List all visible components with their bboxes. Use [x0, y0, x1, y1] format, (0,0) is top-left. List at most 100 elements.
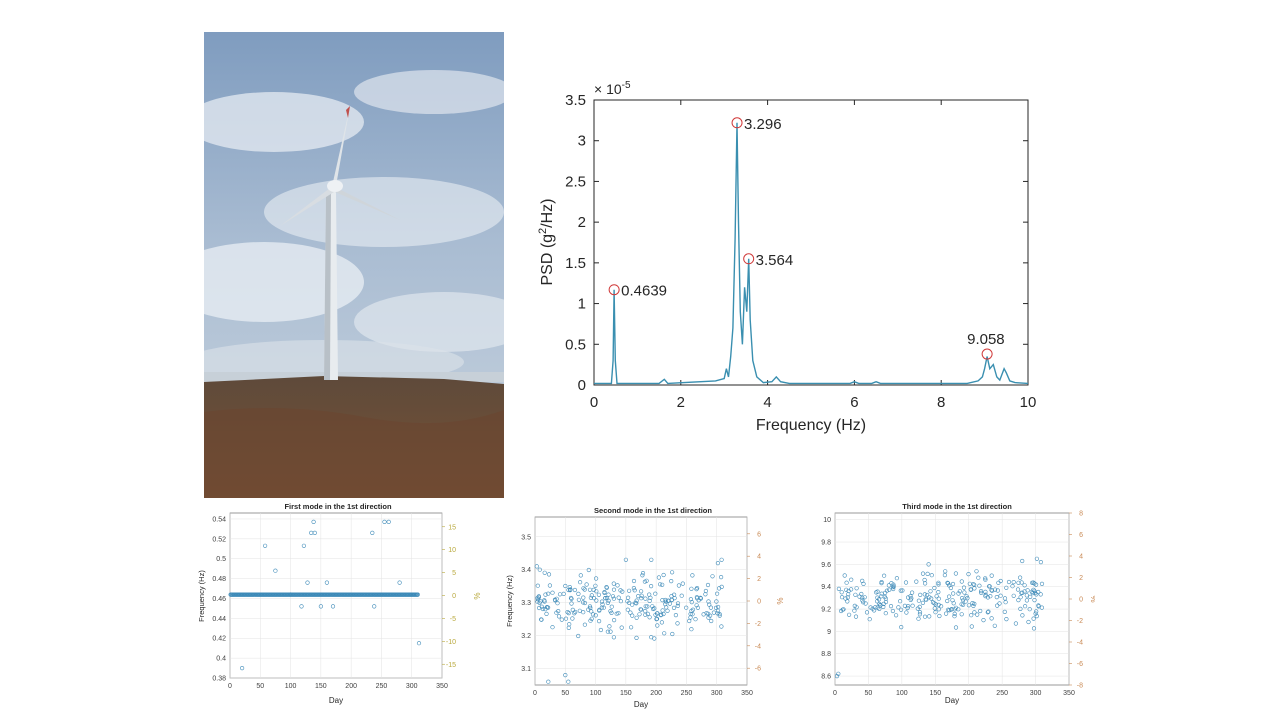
mode2-point: [569, 596, 574, 601]
mode2-point: [671, 605, 677, 610]
mode3-point: [972, 582, 977, 587]
mode3-point: [849, 577, 854, 582]
mode2-point: [719, 624, 724, 629]
mode2-y2-tick-label: -2: [755, 621, 761, 628]
mode2-point: [639, 596, 644, 601]
mode1-y-tick-label: 0.44: [212, 616, 226, 623]
mode3-point: [875, 589, 880, 594]
mode2-point: [630, 602, 635, 607]
mode3-point: [1034, 609, 1039, 614]
psd-peak-label: 3.564: [756, 252, 794, 269]
mode2-point: [588, 595, 593, 600]
mode3-point: [978, 608, 983, 614]
mode3-point: [875, 605, 880, 610]
mode3-point: [1034, 582, 1039, 587]
mode3-point: [1019, 580, 1024, 585]
psd-x-axis-label: Frequency (Hz): [756, 417, 866, 434]
mode3-point: [925, 571, 930, 576]
mode3-point: [926, 562, 931, 567]
mode3-point: [1027, 607, 1032, 612]
psd-x-ticks: 0 2 4 6 8 10: [590, 100, 1036, 411]
mode3-point: [881, 573, 887, 578]
mode3-point: [981, 617, 986, 623]
mode2-y2-tick-label: 6: [757, 531, 761, 538]
mode1-y-tick-label: 0.48: [212, 576, 226, 583]
mode2-point: [589, 593, 594, 598]
mode2-point: [570, 616, 575, 621]
mode3-point: [920, 571, 926, 576]
mode2-point: [586, 607, 591, 612]
mode3-point: [853, 592, 858, 597]
mode3-point: [1023, 604, 1028, 609]
psd-x-tick-label: 4: [763, 394, 771, 411]
mode3-point: [977, 583, 982, 588]
mode3-y-tick-label: 9.2: [821, 607, 831, 614]
mode3-point: [959, 579, 964, 584]
psd-peak-marker: [608, 284, 620, 296]
mode2-point: [648, 595, 653, 600]
mode2-point: [631, 578, 637, 584]
mode3-point: [1033, 611, 1038, 616]
mode2-point: [593, 613, 598, 618]
psd-peak-marker: [731, 117, 743, 129]
psd-y-tick-label: 2.5: [565, 173, 586, 190]
mode2-point: [650, 604, 655, 609]
mode3-point: [862, 595, 867, 600]
mode2-point: [627, 588, 632, 593]
mode2-point: [577, 580, 583, 585]
psd-plot-area: [593, 99, 1029, 386]
mode1-y2-tick-label: -15: [446, 662, 456, 669]
mode3-point: [838, 608, 844, 614]
mode2-point: [536, 595, 542, 600]
mode1-point: [324, 580, 329, 585]
mode3-point: [1026, 619, 1031, 625]
mode3-point: [989, 573, 994, 578]
psd-y-axis-label: PSD (g2/Hz): [537, 198, 556, 285]
mode3-point: [844, 580, 849, 585]
mode3-point: [898, 588, 903, 593]
mode3-point: [860, 578, 865, 583]
mode1-point: [239, 666, 245, 671]
mode2-point: [690, 573, 695, 578]
mode3-x-tick-label: 250: [996, 690, 1008, 697]
mode1-point: [416, 641, 422, 646]
mode3-point: [891, 586, 896, 592]
mode3-point: [936, 607, 941, 612]
mode2-point: [625, 607, 630, 612]
mode2-point: [565, 609, 570, 615]
mode3-point: [1010, 584, 1015, 589]
mode2-point: [616, 611, 621, 616]
mode3-point: [834, 674, 840, 679]
mode2-point: [626, 595, 631, 600]
mode3-point: [854, 586, 859, 591]
mode3-point: [959, 602, 964, 607]
mode3-point: [987, 584, 992, 589]
psd-y-label-sup: 2: [537, 228, 549, 234]
mode3-point: [839, 590, 844, 595]
mode1-point: [288, 592, 293, 597]
mode3-point: [950, 598, 955, 603]
mode1-title: First mode in the 1st direction: [284, 502, 392, 511]
mode2-point: [660, 608, 665, 613]
mode2-point: [600, 602, 605, 607]
mode2-point: [628, 610, 633, 615]
mode2-y2-tick-label: 0: [757, 599, 761, 606]
mode2-x-tick-label: 50: [561, 690, 569, 697]
mode3-point: [929, 596, 934, 601]
psd-scale-prefix: × 10: [594, 81, 622, 97]
mode2-point: [611, 596, 616, 601]
mode2-point: [704, 611, 709, 616]
mode1-x-tick-label: 350: [436, 683, 448, 690]
mode2-point: [539, 617, 544, 622]
mode2-point: [567, 622, 572, 627]
mode2-point: [661, 572, 666, 578]
mode3-point: [1032, 597, 1037, 603]
mode3-point: [946, 581, 951, 586]
mode2-point: [689, 608, 694, 613]
mode2-point: [598, 627, 603, 633]
mode1-y-tick-label: 0.42: [212, 636, 226, 643]
mode3-point: [952, 614, 957, 619]
mode3-point: [936, 602, 941, 607]
mode2-point: [570, 607, 575, 612]
mode1-point: [318, 604, 323, 609]
